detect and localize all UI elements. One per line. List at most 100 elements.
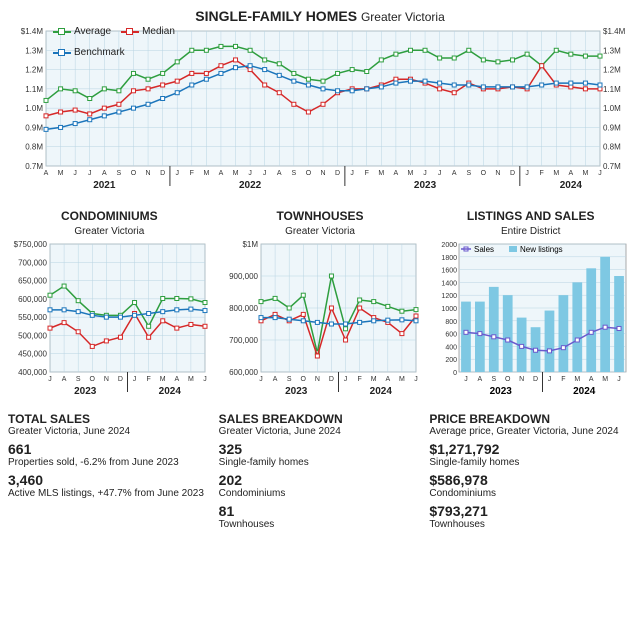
svg-text:A: A (394, 170, 399, 177)
price-breakdown-header: PRICE BREAKDOWN (429, 412, 632, 426)
svg-text:O: O (300, 376, 306, 383)
svg-text:J: J (350, 170, 354, 177)
town-chart-svg: $1M900,000800,000700,000600,000JASONDJFM… (219, 239, 421, 404)
svg-text:1400: 1400 (442, 280, 458, 287)
svg-text:200: 200 (446, 357, 458, 364)
svg-text:J: J (73, 170, 77, 177)
legend-median-label: Median (142, 26, 175, 37)
pb-v2: $586,978 (429, 472, 632, 488)
svg-text:A: A (174, 376, 179, 383)
svg-text:1600: 1600 (442, 268, 458, 275)
svg-text:600: 600 (446, 332, 458, 339)
listings-column: LISTINGS AND SALES Entire District 20001… (429, 209, 632, 530)
svg-text:M: M (203, 170, 209, 177)
svg-text:S: S (117, 170, 122, 177)
svg-text:N: N (495, 170, 500, 177)
legend-benchmark-label: Benchmark (74, 47, 125, 58)
svg-text:J: J (48, 376, 52, 383)
sb-l2: Condominiums (219, 488, 422, 499)
svg-text:M: M (575, 376, 581, 383)
condo-column: CONDOMINIUMS Greater Victoria $750,00070… (8, 209, 211, 530)
svg-text:S: S (287, 376, 292, 383)
svg-text:J: J (423, 170, 427, 177)
svg-text:$1M: $1M (242, 240, 258, 249)
svg-text:1200: 1200 (442, 293, 458, 300)
svg-text:M: M (553, 170, 559, 177)
main-title-text: SINGLE-FAMILY HOMES (195, 8, 357, 24)
svg-text:O: O (481, 170, 487, 177)
condo-chart-svg: $750,000700,000650,000600,000550,000500,… (8, 239, 210, 404)
svg-text:A: A (44, 170, 49, 177)
sb-l1: Single-family homes (219, 457, 422, 468)
pb-l1: Single-family homes (429, 457, 632, 468)
svg-text:$1.4M: $1.4M (21, 27, 44, 36)
condo-title-text: CONDOMINIUMS (61, 209, 158, 223)
svg-text:2021: 2021 (93, 180, 116, 191)
svg-text:D: D (118, 376, 123, 383)
legend-average: .legend-sw[style*="2e9e3f"]::before{bord… (53, 26, 111, 37)
svg-text:1.2M: 1.2M (603, 66, 621, 75)
svg-text:2022: 2022 (239, 180, 262, 191)
sales-breakdown-sub: Greater Victoria, June 2024 (219, 426, 422, 437)
single-family-chart: SINGLE-FAMILY HOMES Greater Victoria $1.… (8, 8, 632, 201)
svg-text:J: J (465, 376, 469, 383)
svg-text:D: D (533, 376, 538, 383)
total-sales-v2: 3,460 (8, 472, 211, 488)
svg-text:M: M (160, 376, 166, 383)
svg-text:$1.4M: $1.4M (603, 27, 626, 36)
pb-l3: Townhouses (429, 519, 632, 530)
pb-v1: $1,271,792 (429, 441, 632, 457)
svg-text:J: J (248, 170, 252, 177)
svg-text:650,000: 650,000 (18, 277, 47, 286)
listings-chart-svg: 2000180016001400120010008006004002000JAS… (429, 239, 631, 404)
svg-text:M: M (58, 170, 64, 177)
svg-text:400: 400 (446, 344, 458, 351)
svg-text:D: D (510, 170, 515, 177)
svg-text:F: F (146, 376, 150, 383)
legend-median: .legend-sw[style*="d62828"]::before{bord… (121, 26, 175, 37)
condo-title: CONDOMINIUMS Greater Victoria (8, 209, 211, 237)
svg-text:F: F (357, 376, 361, 383)
legend-average-label: Average (74, 26, 111, 37)
svg-text:0: 0 (453, 370, 457, 377)
svg-text:A: A (478, 376, 483, 383)
svg-text:2000: 2000 (442, 242, 458, 249)
total-sales-header: TOTAL SALES (8, 412, 211, 426)
svg-text:M: M (188, 376, 194, 383)
total-sales-sub: Greater Victoria, June 2024 (8, 426, 211, 437)
svg-text:S: S (466, 170, 471, 177)
svg-text:1800: 1800 (442, 255, 458, 262)
svg-text:600,000: 600,000 (18, 295, 47, 304)
svg-text:700,000: 700,000 (229, 336, 258, 345)
svg-text:J: J (133, 376, 137, 383)
svg-text:J: J (525, 170, 529, 177)
svg-text:M: M (378, 170, 384, 177)
svg-text:700,000: 700,000 (18, 258, 47, 267)
svg-text:M: M (370, 376, 376, 383)
svg-text:F: F (540, 170, 544, 177)
svg-text:New listings: New listings (520, 245, 563, 254)
svg-text:J: J (203, 376, 207, 383)
total-sales-block: TOTAL SALES Greater Victoria, June 2024 … (8, 412, 211, 499)
svg-text:O: O (90, 376, 96, 383)
svg-text:D: D (160, 170, 165, 177)
svg-text:1.1M: 1.1M (603, 85, 621, 94)
svg-text:M: M (582, 170, 588, 177)
svg-text:A: A (569, 170, 574, 177)
svg-text:A: A (62, 376, 67, 383)
svg-text:1.0M: 1.0M (603, 104, 621, 113)
listings-title: LISTINGS AND SALES Entire District (429, 209, 632, 237)
svg-text:900,000: 900,000 (229, 272, 258, 281)
svg-text:J: J (263, 170, 267, 177)
svg-text:0.9M: 0.9M (25, 123, 43, 132)
pb-l2: Condominiums (429, 488, 632, 499)
svg-text:A: A (452, 170, 457, 177)
svg-text:N: N (320, 170, 325, 177)
svg-text:450,000: 450,000 (18, 350, 47, 359)
svg-text:0.9M: 0.9M (603, 123, 621, 132)
svg-text:O: O (505, 376, 511, 383)
main-chart-title: SINGLE-FAMILY HOMES Greater Victoria (8, 8, 632, 24)
svg-text:N: N (104, 376, 109, 383)
price-breakdown-block: PRICE BREAKDOWN Average price, Greater V… (429, 412, 632, 530)
listings-subtitle: Entire District (501, 226, 560, 237)
